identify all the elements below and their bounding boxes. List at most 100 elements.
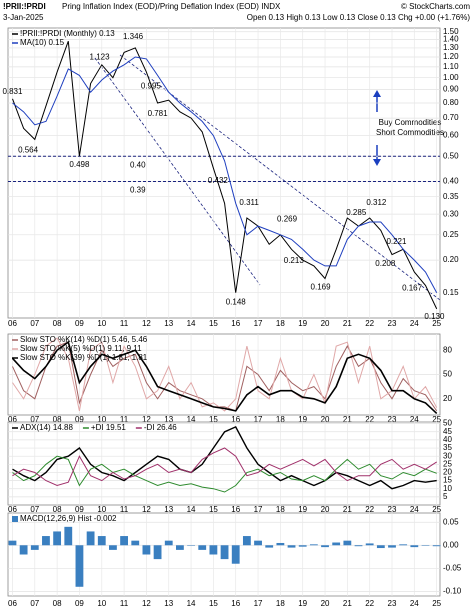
- histogram-bar: [388, 545, 396, 548]
- note: Short Commodities: [376, 128, 444, 137]
- x-tick-label: 09: [75, 319, 84, 328]
- panel-frame: [7, 27, 441, 319]
- y-tick-label: 50: [443, 419, 452, 428]
- histogram-bar: [421, 545, 430, 546]
- series-line: [12, 425, 437, 490]
- y-tick-label: 10: [443, 484, 452, 493]
- x-tick-label: 06: [8, 415, 17, 424]
- histogram-bar: [242, 536, 251, 546]
- histogram-bar: [109, 545, 117, 550]
- x-tick-label: 08: [53, 319, 62, 328]
- annotation: 1.123: [90, 53, 111, 62]
- histogram-bar: [131, 540, 140, 546]
- y-tick-label: 0.25: [443, 230, 459, 239]
- x-tick-label: 07: [30, 415, 39, 424]
- x-tick-label: 16: [231, 319, 240, 328]
- reference-label: 0.39: [130, 186, 146, 195]
- y-tick-label: 80: [443, 345, 452, 354]
- legend-label: +DI 19.51: [91, 423, 126, 432]
- y-tick-label: -0.10: [443, 586, 462, 595]
- panel-frame: [7, 421, 441, 506]
- histogram-bar: [309, 544, 318, 546]
- x-tick-label: 14: [187, 319, 196, 328]
- histogram-bar: [86, 531, 95, 546]
- annotation: 0.432: [208, 176, 229, 185]
- legend-last-value: 5.46: [132, 335, 148, 344]
- histogram-bar: [153, 545, 162, 560]
- annotation: 0.285: [346, 208, 367, 217]
- y-tick-label: 0.00: [443, 540, 459, 549]
- x-tick-label: 11: [120, 599, 129, 608]
- x-tick-label: 11: [120, 505, 129, 514]
- x-tick-label: 16: [231, 599, 240, 608]
- y-tick-label: 0.40: [443, 177, 459, 186]
- x-tick-label: 22: [365, 505, 374, 514]
- x-tick-label: 18: [276, 415, 285, 424]
- x-tick-label: 18: [276, 599, 285, 608]
- annotation: 0.564: [18, 146, 39, 155]
- x-tick-label: 18: [276, 505, 285, 514]
- annotation: 0.167: [402, 284, 423, 293]
- x-tick-label: 22: [365, 319, 374, 328]
- x-tick-label: 19: [298, 319, 307, 328]
- y-tick-label: 25: [443, 459, 452, 468]
- x-tick-label: 22: [365, 599, 374, 608]
- x-tick-label: 13: [164, 319, 173, 328]
- x-tick-label: 13: [164, 415, 173, 424]
- x-tick-label: 23: [388, 415, 397, 424]
- x-tick-label: 14: [187, 415, 196, 424]
- x-tick-label: 06: [8, 319, 17, 328]
- histogram-bar: [75, 545, 84, 587]
- x-tick-label: 24: [410, 505, 419, 514]
- x-tick-label: 20: [321, 599, 330, 608]
- series-line: [12, 337, 438, 412]
- annotation: 0.208: [375, 259, 396, 268]
- legend-label: Slow STO %K(39) %D(1) 1.81,: [20, 353, 130, 362]
- histogram-bar: [198, 545, 207, 550]
- legend-label: Slow STO %K(5) %D(1) 9.11,: [20, 344, 125, 353]
- histogram-bar: [30, 545, 39, 550]
- x-tick-label: 06: [8, 599, 17, 608]
- y-tick-label: 1.50: [443, 27, 459, 36]
- panel-frame: [7, 512, 441, 597]
- annotation: 1.346: [123, 32, 144, 41]
- x-tick-label: 11: [120, 415, 129, 424]
- x-tick-label: 17: [254, 319, 263, 328]
- x-tick-label: 07: [30, 319, 39, 328]
- x-tick-label: 23: [388, 505, 397, 514]
- y-tick-label: 0.80: [443, 98, 459, 107]
- x-tick-label: 17: [254, 599, 263, 608]
- y-tick-label: 0.15: [443, 288, 459, 297]
- series-line: [12, 341, 438, 412]
- histogram-bar: [432, 545, 441, 547]
- x-tick-label: 14: [187, 505, 196, 514]
- histogram-bar: [287, 545, 296, 548]
- y-tick-label: 30: [443, 451, 452, 460]
- y-tick-label: 0.90: [443, 85, 459, 94]
- x-tick-label: 20: [321, 319, 330, 328]
- histogram-bar: [187, 545, 195, 546]
- x-tick-label: 14: [187, 599, 196, 608]
- y-tick-label: 1.00: [443, 73, 459, 82]
- x-tick-label: 25: [432, 415, 441, 424]
- annotation: 0.148: [226, 297, 247, 306]
- legend-label: MA(10) 0.15: [20, 38, 65, 47]
- histogram-bar: [298, 545, 307, 547]
- y-tick-label: 40: [443, 435, 452, 444]
- x-tick-label: 15: [209, 415, 218, 424]
- x-tick-label: 19: [298, 599, 307, 608]
- x-tick-label: 08: [53, 505, 62, 514]
- x-tick-label: 12: [142, 415, 151, 424]
- x-tick-label: 18: [276, 319, 285, 328]
- y-tick-label: 5: [443, 492, 448, 501]
- annotation: 0.995: [141, 81, 162, 90]
- y-tick-label: 0.60: [443, 131, 459, 140]
- x-tick-label: 09: [75, 505, 84, 514]
- x-tick-label: 15: [209, 599, 218, 608]
- x-tick-label: 17: [254, 415, 263, 424]
- histogram-bar: [332, 542, 341, 546]
- x-tick-label: 09: [75, 599, 84, 608]
- date: 3-Jan-2025: [3, 13, 44, 22]
- x-tick-label: 09: [75, 415, 84, 424]
- series-line: [12, 447, 437, 487]
